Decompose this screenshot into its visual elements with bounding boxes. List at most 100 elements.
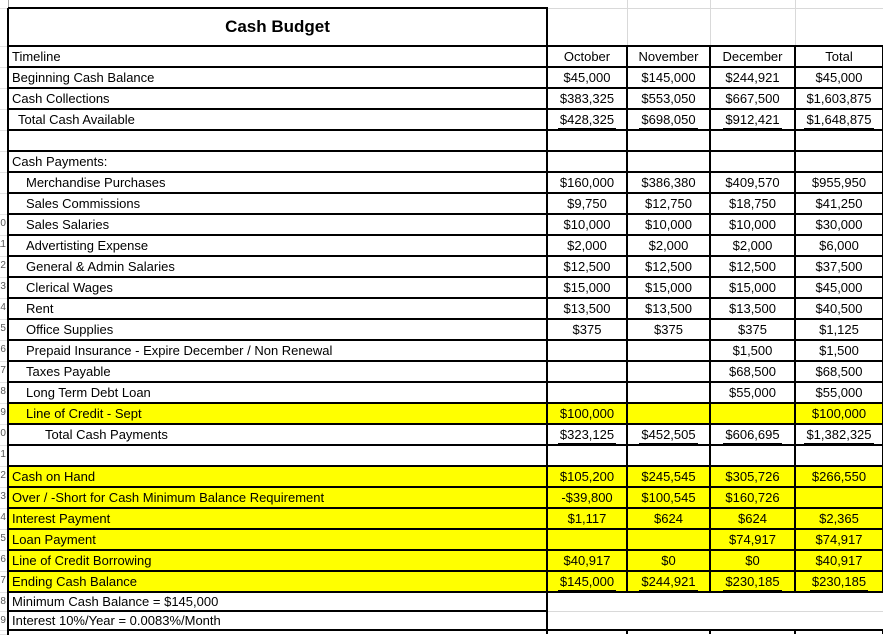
cell-value[interactable] [709, 444, 796, 467]
cell-value[interactable]: $100,000 [794, 402, 883, 425]
cell-value[interactable]: $13,500 [709, 297, 796, 320]
cell-value[interactable]: $12,500 [546, 255, 628, 278]
row-number[interactable]: 23 [0, 487, 9, 509]
spreadsheet-cell[interactable] [795, 611, 883, 630]
cell-value[interactable]: $13,500 [546, 297, 628, 320]
spreadsheet-cell[interactable] [627, 0, 711, 9]
spreadsheet-cell[interactable] [794, 629, 883, 634]
cell-value[interactable]: $10,000 [546, 213, 628, 236]
cell-value[interactable] [626, 444, 711, 467]
row-label[interactable]: Advertisting Expense [7, 234, 548, 257]
cell-value[interactable]: $145,000 [626, 66, 711, 89]
row-label[interactable]: Clerical Wages [7, 276, 548, 299]
cell-value[interactable] [546, 150, 628, 173]
cell-value[interactable]: $386,380 [626, 171, 711, 194]
cell-value[interactable]: $15,000 [709, 276, 796, 299]
spreadsheet-cell[interactable] [795, 0, 883, 9]
row-number[interactable]: 13 [0, 277, 9, 299]
cell-value[interactable]: $0 [626, 549, 711, 572]
row-number[interactable]: 3 [0, 67, 9, 89]
row-label[interactable]: Loan Payment [7, 528, 548, 551]
row-label[interactable]: Over / -Short for Cash Minimum Balance R… [7, 486, 548, 509]
cell-value[interactable]: $30,000 [794, 213, 883, 236]
row-number[interactable]: 25 [0, 529, 9, 551]
cell-value[interactable] [546, 444, 628, 467]
cell-value[interactable] [546, 339, 628, 362]
spreadsheet-cell[interactable] [627, 592, 710, 612]
cell-value[interactable]: $305,726 [709, 465, 796, 488]
cell-value[interactable]: $45,000 [794, 276, 883, 299]
spreadsheet-cell[interactable] [709, 629, 796, 634]
cell-value[interactable] [709, 150, 796, 173]
row-label[interactable]: Office Supplies [7, 318, 548, 341]
row-number[interactable]: 1 [0, 8, 9, 47]
cell-value[interactable]: $1,125 [794, 318, 883, 341]
cell-value[interactable]: $12,500 [709, 255, 796, 278]
cell-value[interactable] [626, 339, 711, 362]
row-number[interactable]: 7 [0, 151, 9, 173]
cell-value[interactable]: $13,500 [626, 297, 711, 320]
row-label[interactable]: Beginning Cash Balance [7, 66, 548, 89]
cell-value[interactable]: $10,000 [709, 213, 796, 236]
cell-value[interactable]: -$39,800 [546, 486, 628, 509]
cell-value[interactable]: $160,726 [709, 486, 796, 509]
cell-value[interactable]: $15,000 [626, 276, 711, 299]
row-label[interactable]: Cash Collections [7, 87, 548, 110]
row-number[interactable]: 18 [0, 382, 9, 404]
cell-value[interactable]: $383,325 [546, 87, 628, 110]
cell-value[interactable]: $1,382,325 [794, 423, 883, 446]
row-label[interactable]: Long Term Debt Loan [7, 381, 548, 404]
cell-value[interactable] [626, 360, 711, 383]
cell-value[interactable] [709, 129, 796, 152]
column-header-december[interactable]: December [709, 45, 796, 68]
timeline-header-cell[interactable]: Timeline [7, 45, 548, 68]
row-number[interactable]: 12 [0, 256, 9, 278]
cell-value[interactable]: $698,050 [626, 108, 711, 131]
row-number[interactable]: 27 [0, 571, 9, 593]
row-label[interactable] [7, 444, 548, 467]
cell-value[interactable]: $667,500 [709, 87, 796, 110]
cell-value[interactable]: $244,921 [626, 570, 711, 593]
cell-value[interactable] [546, 360, 628, 383]
cell-value[interactable]: $74,917 [709, 528, 796, 551]
row-label[interactable]: Prepaid Insurance - Expire December / No… [7, 339, 548, 362]
row-label[interactable]: Cash Payments: [7, 150, 548, 173]
row-label[interactable] [7, 129, 548, 152]
column-header-total[interactable]: Total [794, 45, 883, 68]
cell-value[interactable]: $244,921 [709, 66, 796, 89]
cell-value[interactable]: $40,917 [546, 549, 628, 572]
row-label[interactable]: Total Cash Payments [7, 423, 548, 446]
row-number[interactable]: 6 [0, 130, 9, 152]
row-number[interactable]: 21 [0, 445, 9, 467]
spreadsheet-cell[interactable] [7, 629, 548, 634]
cell-value[interactable]: $1,500 [794, 339, 883, 362]
cell-value[interactable]: $452,505 [626, 423, 711, 446]
cell-value[interactable]: $1,603,875 [794, 87, 883, 110]
row-number[interactable]: 11 [0, 235, 9, 257]
cell-value[interactable] [626, 402, 711, 425]
cell-value[interactable] [626, 528, 711, 551]
row-number[interactable] [0, 630, 9, 635]
row-number[interactable]: 19 [0, 403, 9, 425]
cell-value[interactable]: $1,500 [709, 339, 796, 362]
row-number[interactable]: 5 [0, 109, 9, 131]
spreadsheet-cell[interactable] [710, 0, 796, 9]
cell-value[interactable]: $105,200 [546, 465, 628, 488]
row-number[interactable]: 28 [0, 592, 9, 612]
row-number[interactable]: 15 [0, 319, 9, 341]
cell-value[interactable]: $553,050 [626, 87, 711, 110]
spreadsheet-cell[interactable] [8, 0, 547, 9]
cell-value[interactable]: $2,000 [546, 234, 628, 257]
cell-value[interactable]: $160,000 [546, 171, 628, 194]
cell-value[interactable] [794, 150, 883, 173]
cell-value[interactable]: $15,000 [546, 276, 628, 299]
spreadsheet-cell[interactable] [547, 611, 627, 630]
spreadsheet-cell[interactable] [710, 8, 796, 47]
minimum-cash-balance-note[interactable]: Minimum Cash Balance = $145,000 [7, 591, 548, 612]
cell-value[interactable]: $68,500 [794, 360, 883, 383]
cell-value[interactable]: $230,185 [794, 570, 883, 593]
cell-value[interactable] [546, 528, 628, 551]
row-label[interactable]: Rent [7, 297, 548, 320]
cell-value[interactable]: $230,185 [709, 570, 796, 593]
cell-value[interactable]: $37,500 [794, 255, 883, 278]
